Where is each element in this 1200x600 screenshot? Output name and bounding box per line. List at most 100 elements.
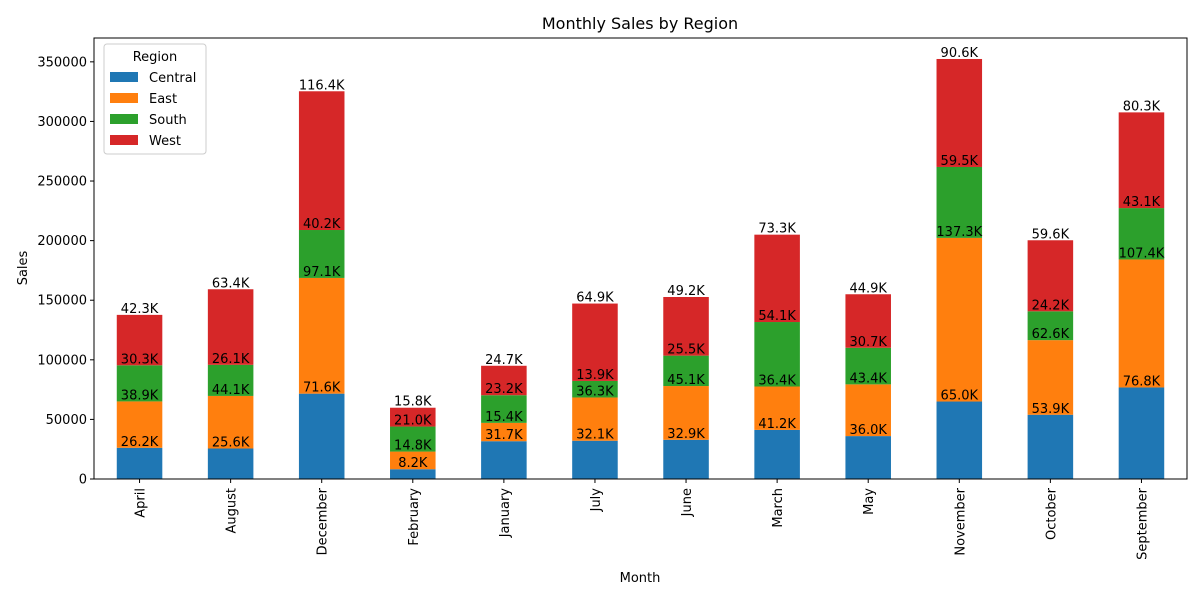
- data-label: 30.7K: [849, 335, 887, 350]
- legend-label-east: East: [149, 92, 177, 107]
- legend-swatch-central: [110, 72, 138, 82]
- data-labels-layer: 26.2K 38.9K 30.3K 42.3K 25.6K 44.1K 26.1K 63.4K…: [121, 46, 1165, 471]
- bar-east-april: [116, 401, 163, 448]
- bar-east-october: [1027, 340, 1074, 415]
- data-label: 26.2K: [121, 435, 159, 450]
- data-label: 116.4K: [299, 78, 345, 93]
- data-label: 24.2K: [1032, 298, 1070, 313]
- legend-label-west: West: [149, 134, 181, 149]
- x-axis: April August December February January July Ju…: [134, 479, 1150, 560]
- data-label: 14.8K: [394, 439, 432, 454]
- x-tick-label: October: [1044, 487, 1059, 540]
- data-label: 36.4K: [758, 374, 796, 389]
- chart-title: Monthly Sales by Region: [542, 14, 738, 33]
- legend-swatch-west: [110, 135, 138, 145]
- y-axis: 0 50000 100000 150000 200000 250000 300000 3500…: [37, 55, 94, 488]
- data-label: 44.1K: [212, 383, 250, 398]
- data-label: 137.3K: [936, 225, 982, 240]
- y-tick-label: 50000: [46, 413, 87, 428]
- data-label: 13.9K: [576, 368, 614, 383]
- data-label: 38.9K: [121, 388, 159, 403]
- data-label: 54.1K: [758, 309, 796, 324]
- legend-title: Region: [133, 50, 178, 65]
- x-tick-label: August: [225, 488, 240, 534]
- bar-south-december: [298, 230, 345, 278]
- bar-west-october: [1027, 240, 1074, 312]
- data-label: 23.2K: [485, 382, 523, 397]
- bar-west-july: [572, 303, 618, 381]
- data-label: 107.4K: [1119, 246, 1165, 261]
- bar-west-november: [936, 58, 983, 167]
- bar-central-april: [116, 447, 163, 479]
- bar-central-july: [572, 440, 618, 479]
- data-label: 43.4K: [849, 371, 887, 386]
- bar-central-may: [845, 436, 891, 479]
- x-tick-label: November: [953, 487, 968, 555]
- data-label: 62.6K: [1032, 327, 1070, 342]
- data-label: 97.1K: [303, 265, 341, 280]
- data-label: 42.3K: [121, 302, 159, 317]
- bar-west-august: [207, 289, 254, 365]
- y-tick-label: 350000: [37, 55, 87, 70]
- data-label: 80.3K: [1123, 99, 1161, 114]
- data-label: 25.5K: [667, 343, 705, 358]
- bar-east-december: [298, 277, 345, 394]
- data-label: 15.4K: [485, 410, 523, 425]
- data-label: 73.3K: [758, 222, 796, 237]
- bar-west-april: [116, 314, 163, 366]
- y-tick-label: 100000: [37, 353, 87, 368]
- x-tick-label: January: [498, 488, 513, 539]
- data-label: 24.7K: [485, 353, 523, 368]
- bar-east-may: [845, 384, 891, 437]
- x-tick-label: June: [680, 488, 695, 517]
- bar-west-february: [390, 407, 436, 427]
- x-tick-label: July: [589, 488, 604, 513]
- data-label: 64.9K: [576, 291, 614, 306]
- y-tick-label: 0: [79, 473, 87, 488]
- data-label: 8.2K: [398, 456, 428, 471]
- legend: Region Central East South West: [103, 43, 207, 155]
- bar-west-may: [845, 294, 891, 348]
- bar-east-march: [754, 386, 800, 430]
- bar-central-march: [754, 429, 800, 479]
- bar-central-december: [298, 393, 345, 479]
- bar-west-june: [663, 296, 709, 356]
- x-axis-label: Month: [620, 571, 661, 586]
- data-label: 63.4K: [212, 276, 250, 291]
- plot-frame: [93, 37, 1188, 480]
- bar-west-december: [298, 91, 345, 231]
- bar-east-february: [390, 451, 436, 470]
- bar-central-june: [663, 439, 709, 479]
- data-label: 45.1K: [667, 373, 705, 388]
- bar-east-july: [572, 397, 618, 441]
- y-axis-label: Sales: [16, 250, 31, 285]
- bars-layer: [116, 58, 1165, 479]
- bar-south-may: [845, 347, 891, 385]
- bar-south-april: [116, 365, 163, 402]
- data-label: 32.9K: [667, 427, 705, 442]
- data-label: 71.6K: [303, 381, 341, 396]
- legend-label-south: South: [149, 113, 187, 128]
- data-label: 21.0K: [394, 414, 432, 429]
- x-tick-label: September: [1135, 487, 1150, 560]
- x-tick-label: December: [316, 487, 331, 555]
- data-label: 32.1K: [576, 428, 614, 443]
- data-label: 44.9K: [849, 281, 887, 296]
- bar-south-october: [1027, 311, 1074, 341]
- data-label: 31.7K: [485, 428, 523, 443]
- bar-central-september: [1118, 387, 1165, 479]
- x-tick-label: May: [862, 488, 877, 515]
- bar-central-january: [481, 441, 527, 479]
- bar-south-july: [572, 380, 618, 398]
- bar-south-february: [390, 426, 436, 452]
- x-tick-label: February: [407, 488, 422, 546]
- legend-frame: [103, 43, 207, 155]
- legend-label-central: Central: [149, 71, 196, 86]
- data-label: 41.2K: [758, 417, 796, 432]
- data-label: 15.8K: [394, 395, 432, 410]
- data-label: 49.2K: [667, 284, 705, 299]
- legend-swatch-east: [110, 93, 138, 103]
- bar-east-january: [481, 422, 527, 442]
- data-label: 25.6K: [212, 435, 250, 450]
- bar-west-september: [1118, 112, 1165, 209]
